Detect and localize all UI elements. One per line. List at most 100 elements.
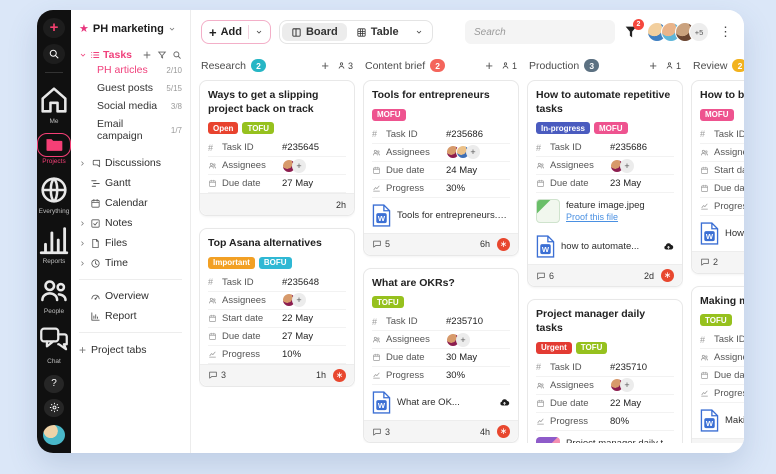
project-switcher[interactable]: ★ PH marketing bbox=[79, 22, 182, 35]
assignee-avatars[interactable]: + bbox=[446, 145, 480, 160]
comments-count[interactable]: 5 bbox=[372, 239, 390, 249]
assignee-avatars[interactable]: + bbox=[446, 332, 470, 347]
search-tasks-icon[interactable] bbox=[172, 50, 182, 60]
comments-count[interactable]: 3 bbox=[372, 427, 390, 437]
sidebar-item-reports[interactable]: Reports bbox=[37, 219, 71, 269]
help-button[interactable]: ? bbox=[44, 374, 64, 393]
add-assignee-icon[interactable]: + bbox=[620, 378, 634, 393]
task-card[interactable]: Project manager daily tasks Urgent TOFU # Ta… bbox=[527, 299, 683, 443]
sidebar-item-ph-articles[interactable]: PH articles 2/10 bbox=[79, 61, 182, 79]
kebab-menu-icon[interactable]: ⋮ bbox=[719, 24, 732, 39]
sidebar-item-projects[interactable]: Projects bbox=[37, 129, 71, 169]
overdue-alert-icon: ∗ bbox=[333, 368, 346, 382]
card-labels: In-progress MOFU bbox=[536, 122, 674, 135]
chevron-right-icon bbox=[79, 220, 86, 227]
column-members[interactable]: 3 bbox=[337, 61, 353, 71]
attachment-row[interactable]: feature image.jpeg Proof this file bbox=[536, 193, 674, 229]
attachment-row[interactable]: Project manager daily tasks...Proof this… bbox=[536, 431, 674, 443]
sidebar-item-time[interactable]: Time bbox=[79, 253, 182, 273]
member-avatars[interactable]: +5 bbox=[647, 22, 709, 42]
field-label: Progress bbox=[550, 415, 589, 427]
sidebar-item-notes[interactable]: Notes bbox=[79, 213, 182, 233]
add-card-icon[interactable]: + bbox=[649, 58, 657, 73]
cloud-upload-icon[interactable] bbox=[663, 241, 674, 252]
add-assignee-icon[interactable]: + bbox=[466, 145, 480, 160]
word-doc-icon: W bbox=[372, 204, 391, 227]
sidebar-item-project-tabs[interactable]: + Project tabs bbox=[79, 339, 182, 361]
sidebar-item-discussions[interactable]: Discussions bbox=[79, 153, 182, 173]
add-card-icon[interactable]: + bbox=[485, 58, 493, 73]
view-options-button[interactable] bbox=[408, 25, 430, 39]
filter-button[interactable]: 2 bbox=[623, 19, 644, 41]
add-assignee-icon[interactable]: + bbox=[456, 332, 470, 347]
task-card[interactable]: What are OKRs? TOFU # Task ID #235710 Assigne… bbox=[363, 267, 519, 443]
settings-button[interactable] bbox=[44, 398, 64, 418]
add-task-icon[interactable] bbox=[142, 50, 152, 60]
comments-count[interactable]: 2 bbox=[700, 257, 718, 267]
assignee-avatars[interactable]: + bbox=[282, 293, 306, 308]
sidebar-item-me[interactable]: Me bbox=[37, 79, 71, 129]
attachment-row[interactable]: W Makin bbox=[700, 403, 744, 438]
column-members[interactable]: 1 bbox=[501, 61, 517, 71]
sidebar-item-chat[interactable]: Chat bbox=[37, 319, 71, 369]
field-value: #235648 bbox=[282, 276, 319, 288]
proof-file-link[interactable]: Proof this file bbox=[566, 212, 619, 223]
sidebar-item-tasks[interactable]: Tasks bbox=[79, 49, 182, 61]
user-avatar[interactable] bbox=[43, 425, 65, 445]
card-list: How to automate repetitive tasks In-progr… bbox=[527, 80, 683, 443]
card-footer: 3 4h ∗ bbox=[364, 420, 518, 443]
search-input[interactable] bbox=[465, 20, 615, 44]
tab-table[interactable]: Table bbox=[347, 23, 408, 41]
global-search-button[interactable] bbox=[43, 43, 65, 64]
sidebar-item-overview[interactable]: Overview bbox=[79, 286, 182, 306]
sidebar-item-gantt[interactable]: Gantt bbox=[79, 173, 182, 193]
card-labels: Important BOFU bbox=[208, 256, 346, 269]
assignee-avatars[interactable]: + bbox=[610, 378, 634, 393]
task-card[interactable]: How to better deadlines as MOFU # Task ID As… bbox=[691, 80, 744, 274]
comment-icon bbox=[208, 370, 218, 380]
task-card[interactable]: How to automate repetitive tasks In-progr… bbox=[527, 80, 683, 288]
attachment-row[interactable]: W Tools for entrepreneurs.doc bbox=[372, 198, 510, 233]
column-members[interactable]: 1 bbox=[665, 61, 681, 71]
task-card[interactable]: Ways to get a slipping project back on t… bbox=[199, 80, 355, 217]
menu-label: Discussions bbox=[105, 157, 162, 169]
add-button[interactable]: + Add bbox=[201, 20, 271, 44]
sidebar-item-files[interactable]: Files bbox=[79, 233, 182, 253]
sidebar-item-calendar[interactable]: Calendar bbox=[79, 193, 182, 213]
comments-count[interactable]: 6 bbox=[536, 271, 554, 281]
sidebar-item-report[interactable]: Report bbox=[79, 306, 182, 326]
add-card-icon[interactable]: + bbox=[321, 58, 329, 73]
attachment-row[interactable]: W How t bbox=[700, 216, 744, 251]
field-label: Progress bbox=[386, 370, 425, 382]
sidebar-item-people[interactable]: People bbox=[37, 269, 71, 319]
add-assignee-icon[interactable]: + bbox=[620, 158, 634, 173]
assignee-avatars[interactable]: + bbox=[282, 158, 306, 173]
card-field-row: # Task ID bbox=[700, 126, 744, 144]
filter-funnel-icon[interactable] bbox=[157, 50, 167, 60]
sidebar-item-guest-posts[interactable]: Guest posts 5/15 bbox=[79, 79, 182, 97]
comments-count[interactable]: 3 bbox=[208, 370, 226, 380]
progress-icon bbox=[372, 184, 386, 193]
sidebar-item-everything[interactable]: Everything bbox=[37, 169, 71, 219]
tab-board[interactable]: Board bbox=[281, 23, 347, 41]
sidebar-item-email-campaign[interactable]: Email campaign 1/7 bbox=[79, 115, 182, 145]
task-card[interactable]: Making mista TOFU # Task ID Assignees Due dat… bbox=[691, 285, 744, 443]
chevron-down-icon bbox=[79, 51, 87, 59]
task-card[interactable]: Top Asana alternatives Important BOFU # Task… bbox=[199, 228, 355, 387]
card-body: How to better deadlines as MOFU # Task ID As… bbox=[692, 81, 744, 251]
list-label: Email campaign bbox=[97, 118, 143, 142]
sidebar-item-social-media[interactable]: Social media 3/8 bbox=[79, 97, 182, 115]
add-assignee-icon[interactable]: + bbox=[292, 158, 306, 173]
task-card[interactable]: Tools for entrepreneurs MOFU # Task ID #2356… bbox=[363, 80, 519, 256]
add-assignee-icon[interactable]: + bbox=[292, 293, 306, 308]
attachment-row[interactable]: W What are OK... bbox=[372, 385, 510, 420]
cloud-upload-icon[interactable] bbox=[499, 397, 510, 408]
comment-icon bbox=[536, 271, 546, 281]
card-labels: TOFU bbox=[372, 296, 510, 309]
assignee-avatars[interactable]: + bbox=[610, 158, 634, 173]
global-add-button[interactable]: + bbox=[43, 18, 65, 38]
tasks-label: Tasks bbox=[103, 49, 132, 61]
column-actions: +3 bbox=[321, 59, 353, 72]
